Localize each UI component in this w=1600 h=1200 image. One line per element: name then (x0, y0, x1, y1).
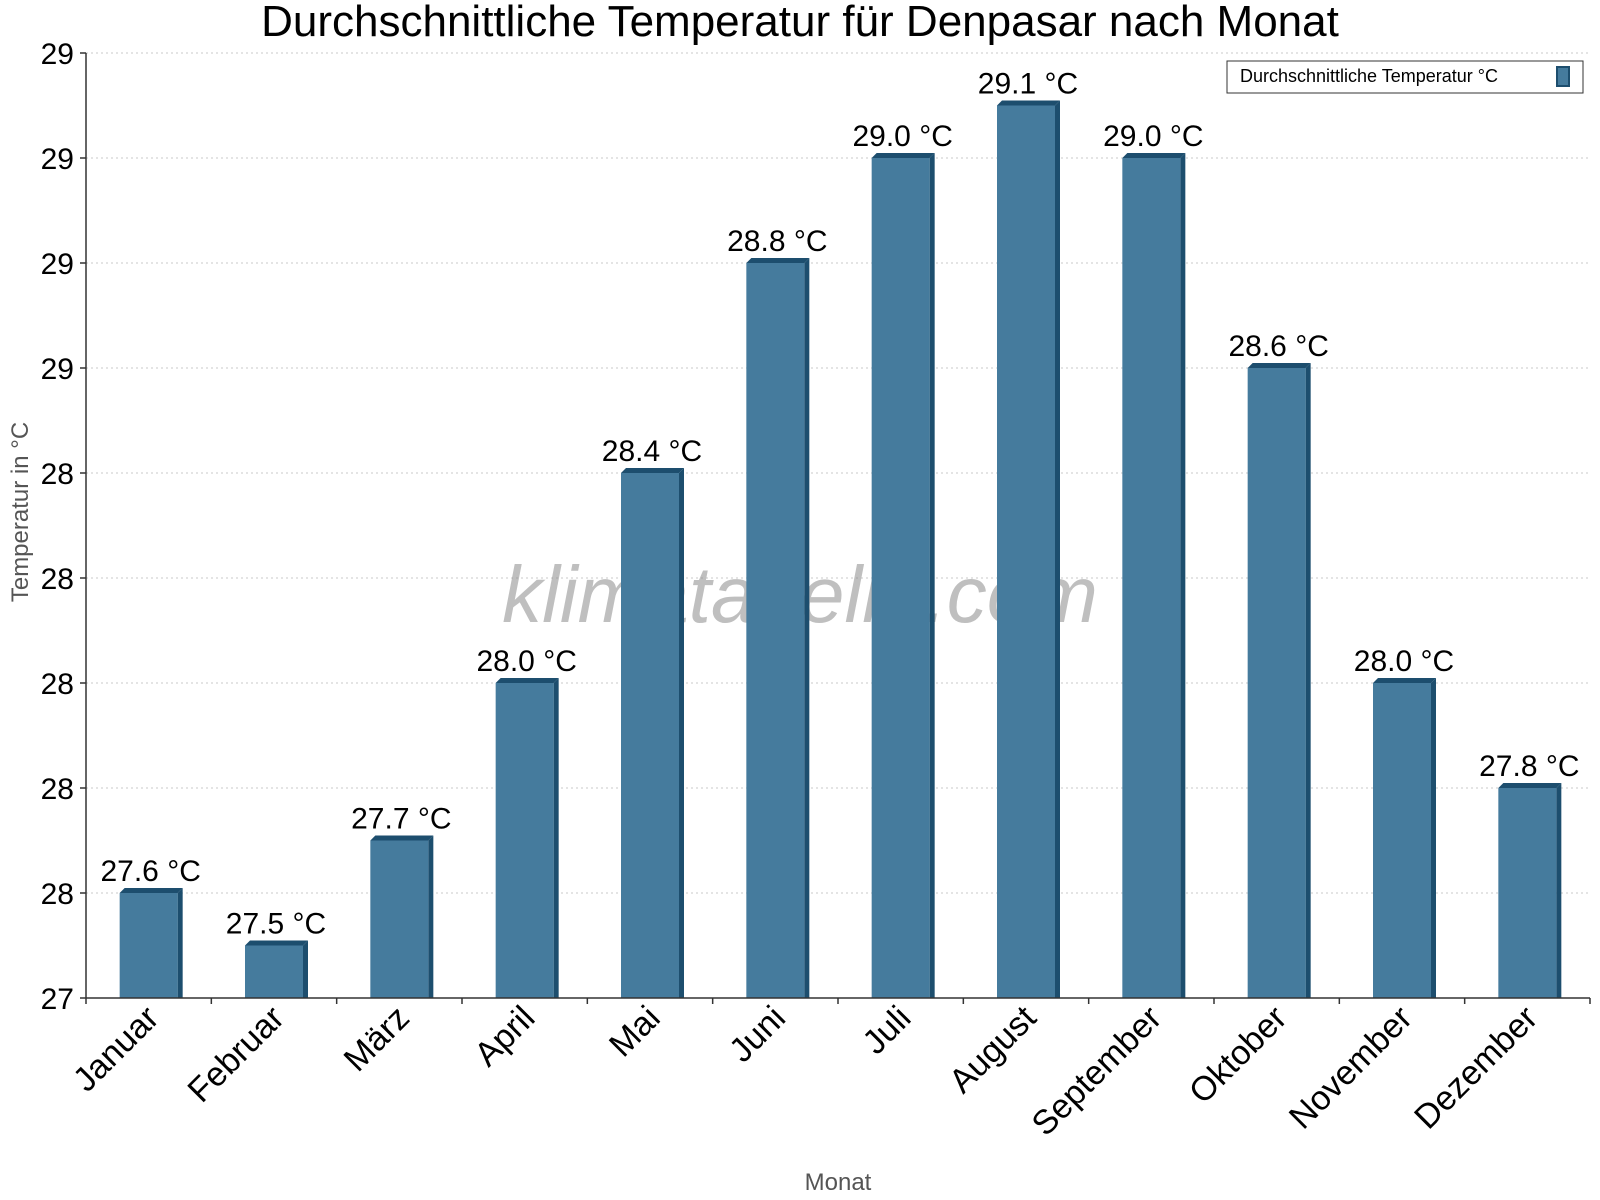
grid (86, 52, 1590, 894)
bar-side (1055, 100, 1060, 998)
bar-top (621, 468, 684, 473)
bar-top (495, 678, 559, 683)
bar-top (997, 100, 1060, 106)
bar-side (553, 678, 559, 998)
bar (621, 473, 679, 998)
x-tick-label: Februar (181, 999, 292, 1110)
x-tick-label: Dezember (1407, 999, 1545, 1137)
y-tick-label: 27 (41, 983, 74, 1016)
y-tick-label: 28 (41, 458, 74, 491)
bar-value-label: 27.7 °C (351, 803, 451, 836)
bar (997, 105, 1055, 998)
bar-side (679, 468, 684, 998)
x-tick-label: Oktober (1182, 999, 1294, 1111)
bar-side (303, 940, 308, 998)
bar-value-label: 28.6 °C (1228, 330, 1328, 363)
y-tick-label: 29 (41, 38, 74, 71)
bar-side (1305, 363, 1311, 998)
bar-value-label: 28.4 °C (602, 435, 702, 468)
bar-value-label: 28.0 °C (476, 645, 576, 678)
bar (119, 893, 178, 998)
legend-box (1226, 60, 1584, 94)
bar-value-label: 28.0 °C (1354, 645, 1454, 678)
bar (245, 945, 303, 998)
bar-side (929, 153, 935, 998)
x-tick-label: April (467, 999, 542, 1074)
bar-side (1431, 678, 1436, 998)
bar-value-label: 27.8 °C (1479, 750, 1579, 783)
bar-side (177, 888, 183, 998)
x-axis-title: Monat (805, 1169, 872, 1196)
bar-side (1180, 153, 1186, 998)
x-tick-label: September (1025, 999, 1169, 1143)
y-tick-label: 28 (41, 563, 74, 596)
legend: Durchschnittliche Temperatur °C (1226, 60, 1584, 94)
y-tick-label: 29 (41, 143, 74, 176)
bar (746, 263, 805, 998)
y-axis-title: Temperatur in °C (7, 422, 34, 602)
bar-top (1373, 678, 1436, 683)
y-tick-label: 28 (41, 668, 74, 701)
x-tick-label: Juli (855, 999, 918, 1062)
bar-value-label: 29.0 °C (852, 120, 952, 153)
bar (871, 158, 930, 998)
x-tick-label: Januar (66, 999, 166, 1099)
x-tick-label: November (1282, 999, 1420, 1137)
x-tick-label: Mai (602, 999, 668, 1065)
bars: 27.6 °C 27.5 °C 27.7 °C 28.0 °C 28.4 °C 28.8 … (100, 68, 1580, 998)
bar-side (1556, 783, 1562, 998)
bar (495, 683, 554, 998)
bar-value-label: 27.5 °C (226, 908, 326, 941)
bar-value-label: 29.1 °C (978, 68, 1078, 101)
bar-top (370, 835, 434, 841)
bar (1498, 788, 1557, 998)
bar-top (119, 888, 183, 893)
legend-swatch (1556, 66, 1570, 87)
x-tick-label: März (337, 999, 417, 1079)
bar-value-label: 29.0 °C (1103, 120, 1203, 153)
bar-value-label: 28.8 °C (727, 225, 827, 258)
bar (370, 840, 429, 998)
bar-top (1247, 363, 1311, 368)
bar-value-label: 27.6 °C (100, 855, 200, 888)
bar-top (746, 258, 810, 263)
bar-top (245, 940, 308, 946)
bar-top (1498, 783, 1562, 788)
bar-top (1122, 153, 1186, 158)
bar-top (871, 153, 935, 158)
y-tick-label: 28 (41, 878, 74, 911)
bar (1122, 158, 1181, 998)
chart-title: Durchschnittliche Temperatur für Denpasa… (261, 0, 1339, 46)
x-tick-label: August (942, 998, 1044, 1100)
y-tick-label: 28 (41, 773, 74, 806)
x-tick-label: Juni (722, 999, 793, 1070)
bar-side (804, 258, 810, 998)
bar (1247, 368, 1306, 998)
legend-label: Durchschnittliche Temperatur °C (1240, 66, 1498, 86)
y-tick-label: 29 (41, 248, 74, 281)
bar-side (428, 835, 434, 998)
bar (1373, 683, 1431, 998)
y-tick-label: 29 (41, 353, 74, 386)
